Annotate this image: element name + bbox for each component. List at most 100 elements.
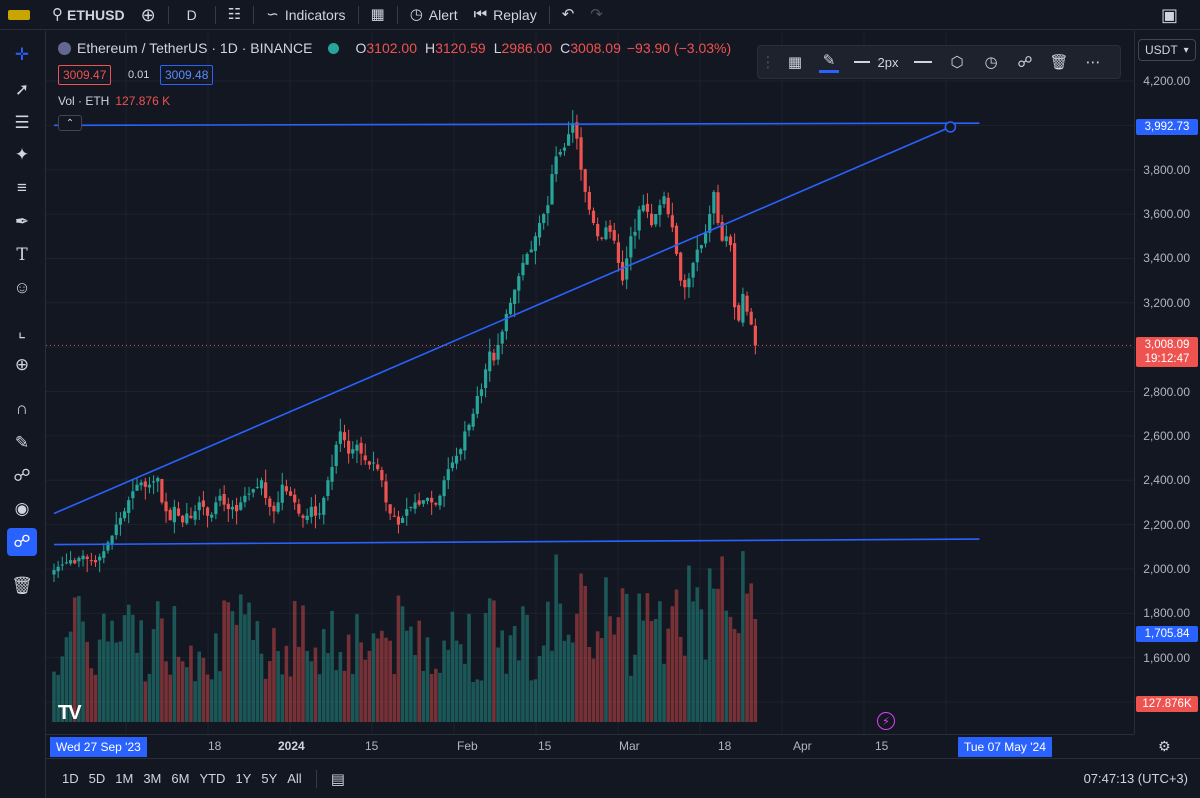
- settings-button[interactable]: ⬡: [940, 45, 974, 79]
- volume-bar: [546, 601, 550, 722]
- magnet-tool[interactable]: ∩: [7, 395, 37, 423]
- candle-body: [446, 469, 450, 481]
- clock[interactable]: 07:47:13 (UTC+3): [1083, 771, 1188, 786]
- layouts-button[interactable]: ▦: [363, 0, 393, 30]
- symbol-search-button[interactable]: ⚲ ETHUSD: [44, 0, 133, 30]
- add-alert-button[interactable]: ◷: [974, 45, 1008, 79]
- stay-in-drawing-tool[interactable]: ✎: [7, 429, 37, 457]
- indicators-button[interactable]: ∽ Indicators: [258, 0, 353, 30]
- fullscreen-button[interactable]: ▣: [1153, 0, 1186, 30]
- range-1y[interactable]: 1Y: [235, 771, 252, 786]
- volume-bar: [230, 611, 235, 722]
- indicators-label: Indicators: [284, 6, 346, 23]
- icons-tool[interactable]: ☺: [7, 274, 37, 302]
- calendar-icon: ▤: [330, 770, 345, 788]
- line-style-icon: [914, 61, 932, 63]
- volume-bar: [666, 628, 670, 722]
- template-button[interactable]: ▦: [778, 45, 812, 79]
- buy-price-button[interactable]: 3009.48: [160, 65, 214, 85]
- candle-body: [251, 489, 255, 493]
- collapse-legend-button[interactable]: ⌃: [58, 115, 82, 131]
- time-axis[interactable]: Wed 27 Sep '23 18 2024 15 Feb 15 Mar 18 …: [46, 734, 1134, 758]
- measure-tool[interactable]: ⌞: [7, 318, 37, 346]
- chart-canvas[interactable]: [46, 31, 1134, 734]
- candle-body: [264, 482, 268, 498]
- redo-button[interactable]: ↷: [582, 0, 611, 30]
- range-5d[interactable]: 5D: [88, 771, 106, 786]
- crosshair-date-end: Tue 07 May '24: [958, 737, 1052, 757]
- candle-body: [326, 480, 330, 496]
- candle-body: [69, 560, 73, 564]
- drag-handle-icon[interactable]: ⋮: [760, 54, 776, 71]
- price-tick: 2,800.00: [1143, 384, 1190, 399]
- chart-pane[interactable]: [46, 31, 1134, 734]
- volume-bar: [122, 615, 127, 722]
- remove-drawings-tool[interactable]: 🗑: [7, 572, 37, 600]
- exchange-logo-icon[interactable]: [8, 9, 30, 20]
- delete-drawing-button[interactable]: 🗑: [1042, 45, 1076, 79]
- undo-button[interactable]: ↶: [554, 0, 583, 30]
- candle-body: [616, 242, 620, 263]
- currency-select[interactable]: USDT ▾: [1138, 39, 1196, 61]
- line-color-button[interactable]: ✎: [812, 45, 846, 79]
- range-5y[interactable]: 5Y: [261, 771, 278, 786]
- volume-bar: [429, 673, 434, 722]
- candle-body: [749, 311, 753, 325]
- chart-settings-button[interactable]: ⚙: [1158, 738, 1171, 754]
- range-1m[interactable]: 1M: [115, 771, 134, 786]
- sell-price-button[interactable]: 3009.47: [58, 65, 112, 85]
- trendline-price-label: 3,992.73: [1136, 118, 1198, 135]
- line-style-button[interactable]: [906, 45, 940, 79]
- line-width-button[interactable]: 2px: [846, 45, 906, 79]
- trendline-tool[interactable]: ➚: [7, 76, 37, 104]
- pattern-tool[interactable]: ✦: [7, 141, 37, 169]
- chart-type-button[interactable]: ☷: [220, 0, 249, 30]
- plus-circle-icon: ⊕: [140, 4, 156, 25]
- candle-body: [583, 169, 587, 192]
- candle-body: [98, 556, 102, 561]
- volume-bar: [255, 621, 260, 722]
- tradingview-logo[interactable]: TV: [58, 702, 82, 724]
- alert-button[interactable]: ◷ Alert: [402, 0, 466, 30]
- text-t-icon: T: [16, 245, 28, 265]
- range-ytd[interactable]: YTD: [199, 771, 226, 786]
- compare-symbol-button[interactable]: ⊕: [133, 0, 164, 30]
- hide-drawings-tool[interactable]: ◉: [7, 495, 37, 523]
- separator: [315, 769, 317, 788]
- goto-date-button[interactable]: ▤: [331, 770, 345, 788]
- more-button[interactable]: ⋯: [1076, 45, 1110, 79]
- lock-drawings-tool[interactable]: ☍: [7, 462, 37, 490]
- crosshair-tool[interactable]: ✛: [7, 41, 37, 69]
- range-6m[interactable]: 6M: [171, 771, 190, 786]
- volume-bar: [670, 606, 675, 722]
- price-axis[interactable]: USDT▾ 4,200.004,000.003,800.003,600.003,…: [1134, 31, 1200, 734]
- range-1d[interactable]: 1D: [62, 771, 79, 786]
- volume-bar: [346, 634, 351, 722]
- interval-button[interactable]: D: [186, 6, 197, 23]
- candle-body: [342, 432, 347, 441]
- price-tick: 3,800.00: [1143, 162, 1190, 177]
- lock-button[interactable]: ☍: [1008, 45, 1042, 79]
- range-3m[interactable]: 3M: [143, 771, 162, 786]
- zoom-tool[interactable]: ⊕: [7, 351, 37, 379]
- sync-drawings-tool[interactable]: ☍: [7, 528, 37, 556]
- brush-tool[interactable]: ✒: [7, 208, 37, 236]
- candle-body: [633, 231, 637, 236]
- candle-body: [230, 506, 235, 510]
- projection-tool[interactable]: ≡: [7, 174, 37, 202]
- lock-icon: ☍: [13, 466, 31, 485]
- text-tool[interactable]: T: [7, 241, 37, 269]
- range-all[interactable]: All: [287, 771, 302, 786]
- fib-tool[interactable]: ☰: [7, 109, 37, 137]
- volume-bar: [110, 620, 114, 722]
- legend-high-key: H: [424, 40, 436, 56]
- bolt-icon[interactable]: ⚡: [877, 712, 895, 730]
- candle-body: [591, 210, 596, 223]
- volume-bar: [85, 641, 89, 722]
- volume-bar: [467, 613, 471, 722]
- replay-button[interactable]: ⏮ Replay: [466, 0, 545, 30]
- candle-body: [401, 517, 405, 523]
- volume-bar: [222, 600, 226, 722]
- volume-bar: [741, 551, 745, 722]
- volume-bar: [633, 654, 637, 722]
